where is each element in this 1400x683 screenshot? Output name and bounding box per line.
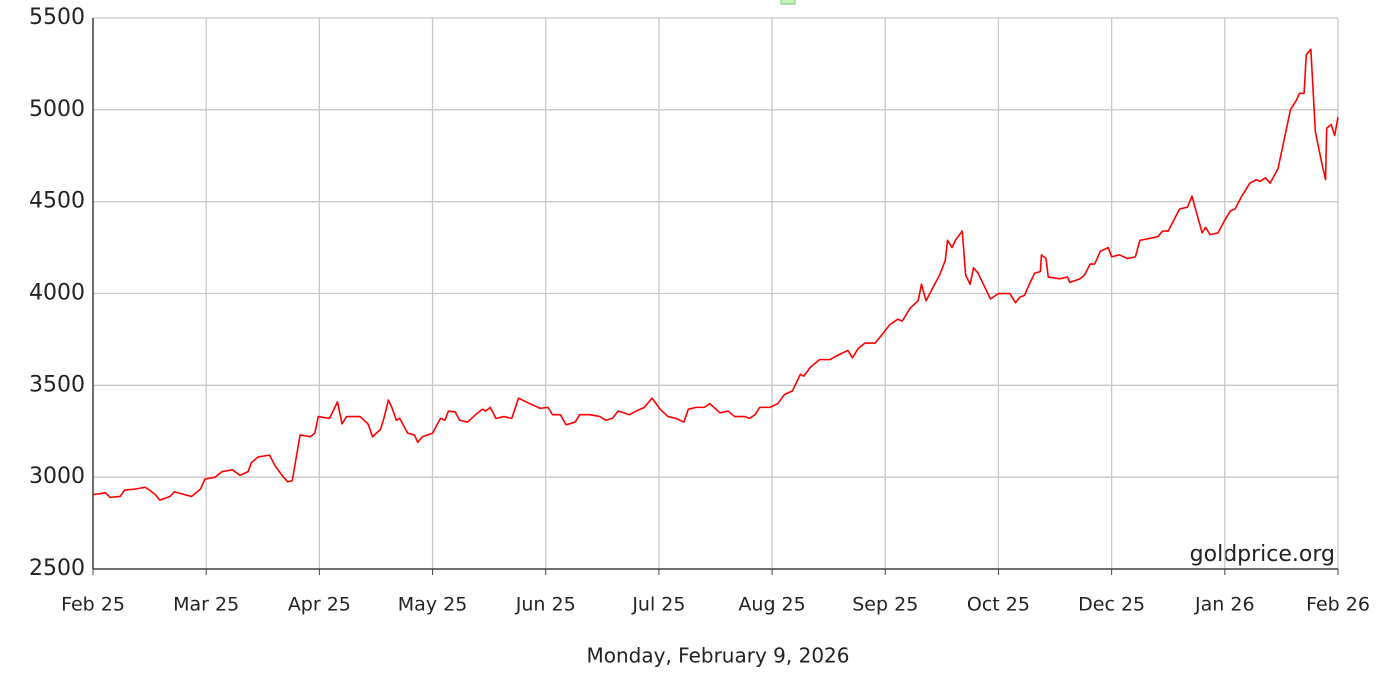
y-tick-label: 5500 bbox=[29, 5, 85, 30]
y-tick-label: 3500 bbox=[29, 372, 85, 397]
y-tick-label: 5000 bbox=[29, 97, 85, 122]
y-tick-label: 3000 bbox=[29, 464, 85, 489]
y-tick-label: 4500 bbox=[29, 189, 85, 214]
x-tick-label: Sep 25 bbox=[852, 594, 918, 616]
x-tick-label: Apr 25 bbox=[288, 594, 351, 616]
x-tick-label: Jul 25 bbox=[631, 594, 685, 616]
x-tick-label: Mar 25 bbox=[173, 594, 239, 616]
x-tick-label: Jan 26 bbox=[1194, 594, 1255, 616]
legend-swatch bbox=[780, 0, 796, 5]
x-tick-label: Feb 25 bbox=[61, 594, 125, 616]
y-tick-label: 2500 bbox=[29, 556, 85, 581]
x-tick-label: May 25 bbox=[398, 594, 468, 616]
date-footer: Monday, February 9, 2026 bbox=[587, 644, 850, 668]
x-tick-label: Jun 25 bbox=[515, 594, 576, 616]
x-tick-label: Feb 26 bbox=[1306, 594, 1370, 616]
source-watermark: goldprice.org bbox=[1190, 542, 1335, 567]
y-tick-label: 4000 bbox=[29, 281, 85, 306]
x-tick-label: Dec 25 bbox=[1078, 594, 1145, 616]
price-line bbox=[92, 48, 1339, 501]
x-tick-label: Oct 25 bbox=[967, 594, 1030, 616]
x-tick-label: Aug 25 bbox=[738, 594, 805, 616]
